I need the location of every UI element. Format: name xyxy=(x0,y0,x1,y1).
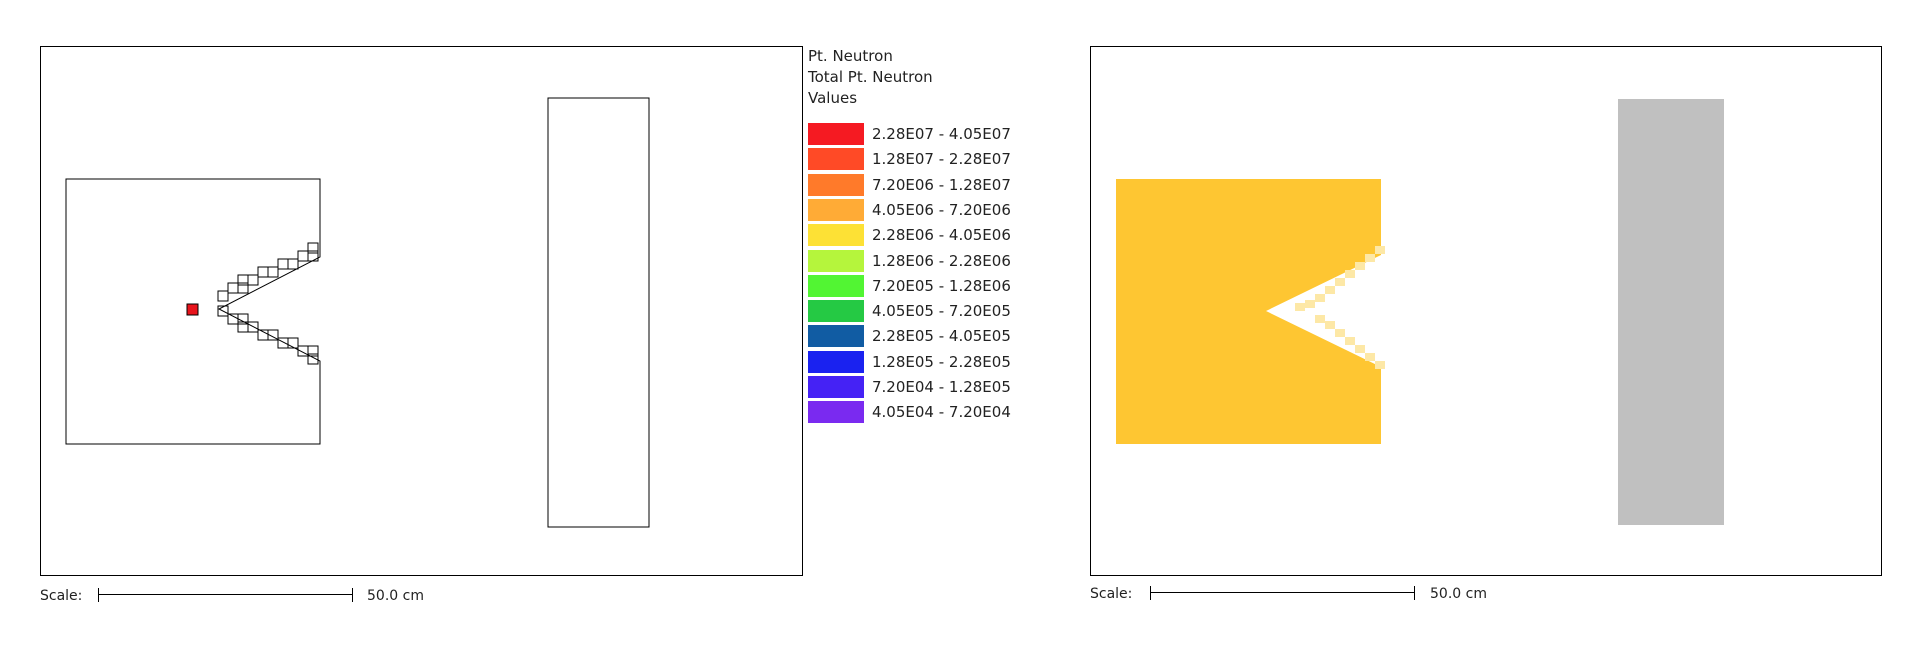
legend-label: 2.28E05 - 4.05E05 xyxy=(872,326,1011,346)
flux-edge-cell xyxy=(1345,270,1355,278)
legend-title-line-1: Pt. Neutron xyxy=(808,46,1048,67)
flux-block xyxy=(1116,179,1381,444)
flux-edge-cell xyxy=(1335,329,1345,337)
legend-swatch xyxy=(808,123,864,145)
scale-left-bar xyxy=(98,588,353,602)
legend-swatch xyxy=(808,224,864,246)
flux-edge-cell xyxy=(1365,353,1375,361)
legend-title-line-2: Total Pt. Neutron xyxy=(808,67,1048,88)
legend-label: 7.20E04 - 1.28E05 xyxy=(872,377,1011,397)
flux-edge-cell xyxy=(1355,345,1365,353)
legend-label: 7.20E06 - 1.28E07 xyxy=(872,175,1011,195)
flux-edge-cell xyxy=(1305,300,1315,308)
mesh-cell xyxy=(218,291,228,301)
flux-edge-cell xyxy=(1365,254,1375,262)
mesh-cell xyxy=(288,338,298,348)
flux-edge-cell xyxy=(1295,303,1305,311)
scale-left-value: 50.0 cm xyxy=(367,588,424,604)
legend-label: 1.28E06 - 2.28E06 xyxy=(872,251,1011,271)
flux-edge-cell xyxy=(1325,321,1335,329)
flux-edge-cell xyxy=(1335,278,1345,286)
mesh-cell xyxy=(258,267,268,277)
flux-edge-cell xyxy=(1345,337,1355,345)
flux-edge-cell xyxy=(1315,294,1325,302)
legend-swatch xyxy=(808,250,864,272)
legend-label: 2.28E07 - 4.05E07 xyxy=(872,124,1011,144)
legend-label: 2.28E06 - 4.05E06 xyxy=(872,225,1011,245)
legend-label: 7.20E05 - 1.28E06 xyxy=(872,276,1011,296)
flux-map-svg xyxy=(1091,47,1883,577)
wall-region xyxy=(1618,99,1724,525)
legend-swatch xyxy=(808,199,864,221)
legend-swatch xyxy=(808,401,864,423)
legend-label: 1.28E07 - 2.28E07 xyxy=(872,149,1011,169)
scale-right-bar xyxy=(1150,586,1415,600)
legend: Pt. Neutron Total Pt. Neutron Values 2.2… xyxy=(808,46,1048,109)
mesh-cell xyxy=(228,314,238,324)
mesh-cell xyxy=(288,259,298,269)
geometry-outline-view xyxy=(40,46,803,576)
legend-swatch xyxy=(808,376,864,398)
flux-edge-cell xyxy=(1315,315,1325,323)
flux-edge-cell xyxy=(1375,246,1385,254)
flux-edge-cell xyxy=(1375,361,1385,369)
source-cell xyxy=(187,304,198,315)
scale-left-label: Scale: xyxy=(40,588,82,604)
mesh-cell xyxy=(248,275,258,285)
legend-label: 1.28E05 - 2.28E05 xyxy=(872,352,1011,372)
mesh-cell xyxy=(278,259,288,269)
flux-edge-cell xyxy=(1325,286,1335,294)
legend-label: 4.05E06 - 7.20E06 xyxy=(872,200,1011,220)
legend-title-line-3: Values xyxy=(808,88,1048,109)
legend-swatch xyxy=(808,275,864,297)
wall-outline xyxy=(548,98,649,527)
flux-edge-cell xyxy=(1355,262,1365,270)
mesh-cell xyxy=(278,338,288,348)
flux-map-view xyxy=(1090,46,1882,576)
legend-swatch xyxy=(808,148,864,170)
legend-swatch xyxy=(808,351,864,373)
legend-label: 4.05E04 - 7.20E04 xyxy=(872,402,1011,422)
mesh-cell xyxy=(298,251,308,261)
scale-right-label: Scale: xyxy=(1090,586,1132,602)
legend-swatch xyxy=(808,174,864,196)
mesh-cell xyxy=(228,283,238,293)
legend-label: 4.05E05 - 7.20E05 xyxy=(872,301,1011,321)
scale-right-value: 50.0 cm xyxy=(1430,586,1487,602)
geometry-outline-svg xyxy=(41,47,804,577)
legend-swatch xyxy=(808,300,864,322)
legend-swatch xyxy=(808,325,864,347)
mesh-cell xyxy=(268,267,278,277)
